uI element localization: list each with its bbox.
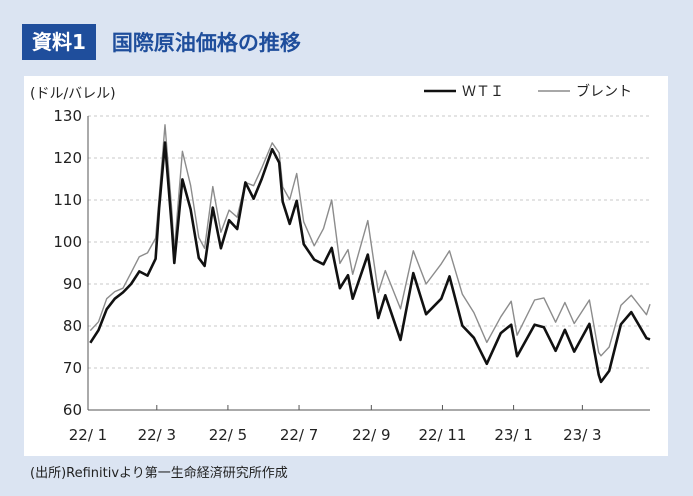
chart-panel: 60 70 80 90 100 110 120 130 22/ 1 22/ 3 22/ 5 22/ 7… [24,76,668,456]
figure-badge: 資料1 [22,24,96,60]
y-tick-label: 70 [63,359,82,377]
series-line-wti [89,141,651,384]
legend-label-wti: ＷＴＩ [462,84,504,100]
y-tick-label: 80 [63,317,82,335]
x-tick-label: 22/ 7 [280,426,318,444]
title-bar: 資料1 国際原油価格の推移 [22,24,301,60]
y-tick-label: 90 [63,275,82,293]
x-tick-label: 22/ 5 [209,426,247,444]
line-chart: 60 70 80 90 100 110 120 130 22/ 1 22/ 3 22/ 5 22/ 7… [30,83,651,444]
x-tick-label: 23/ 1 [494,426,532,444]
y-tick-label: 100 [53,233,82,251]
x-tick-label: 22/ 11 [418,426,466,444]
chart-title: 国際原油価格の推移 [111,31,301,55]
x-tick-label: 22/ 9 [352,426,390,444]
x-tick-label: 23/ 3 [563,426,601,444]
y-unit-label: (ドル/バレル) [30,86,116,102]
source-note: (出所)Refinitivより第一生命経済研究所作成 [30,466,288,481]
y-tick-label: 110 [53,191,82,209]
x-tick-label: 22/ 1 [69,426,107,444]
y-tick-label: 60 [63,401,82,419]
series-line-brent [89,124,651,357]
x-tick-label: 22/ 3 [138,426,176,444]
legend-label-brent: ブレント [576,83,632,100]
y-tick-label: 120 [53,149,82,167]
y-tick-label: 130 [53,107,82,125]
